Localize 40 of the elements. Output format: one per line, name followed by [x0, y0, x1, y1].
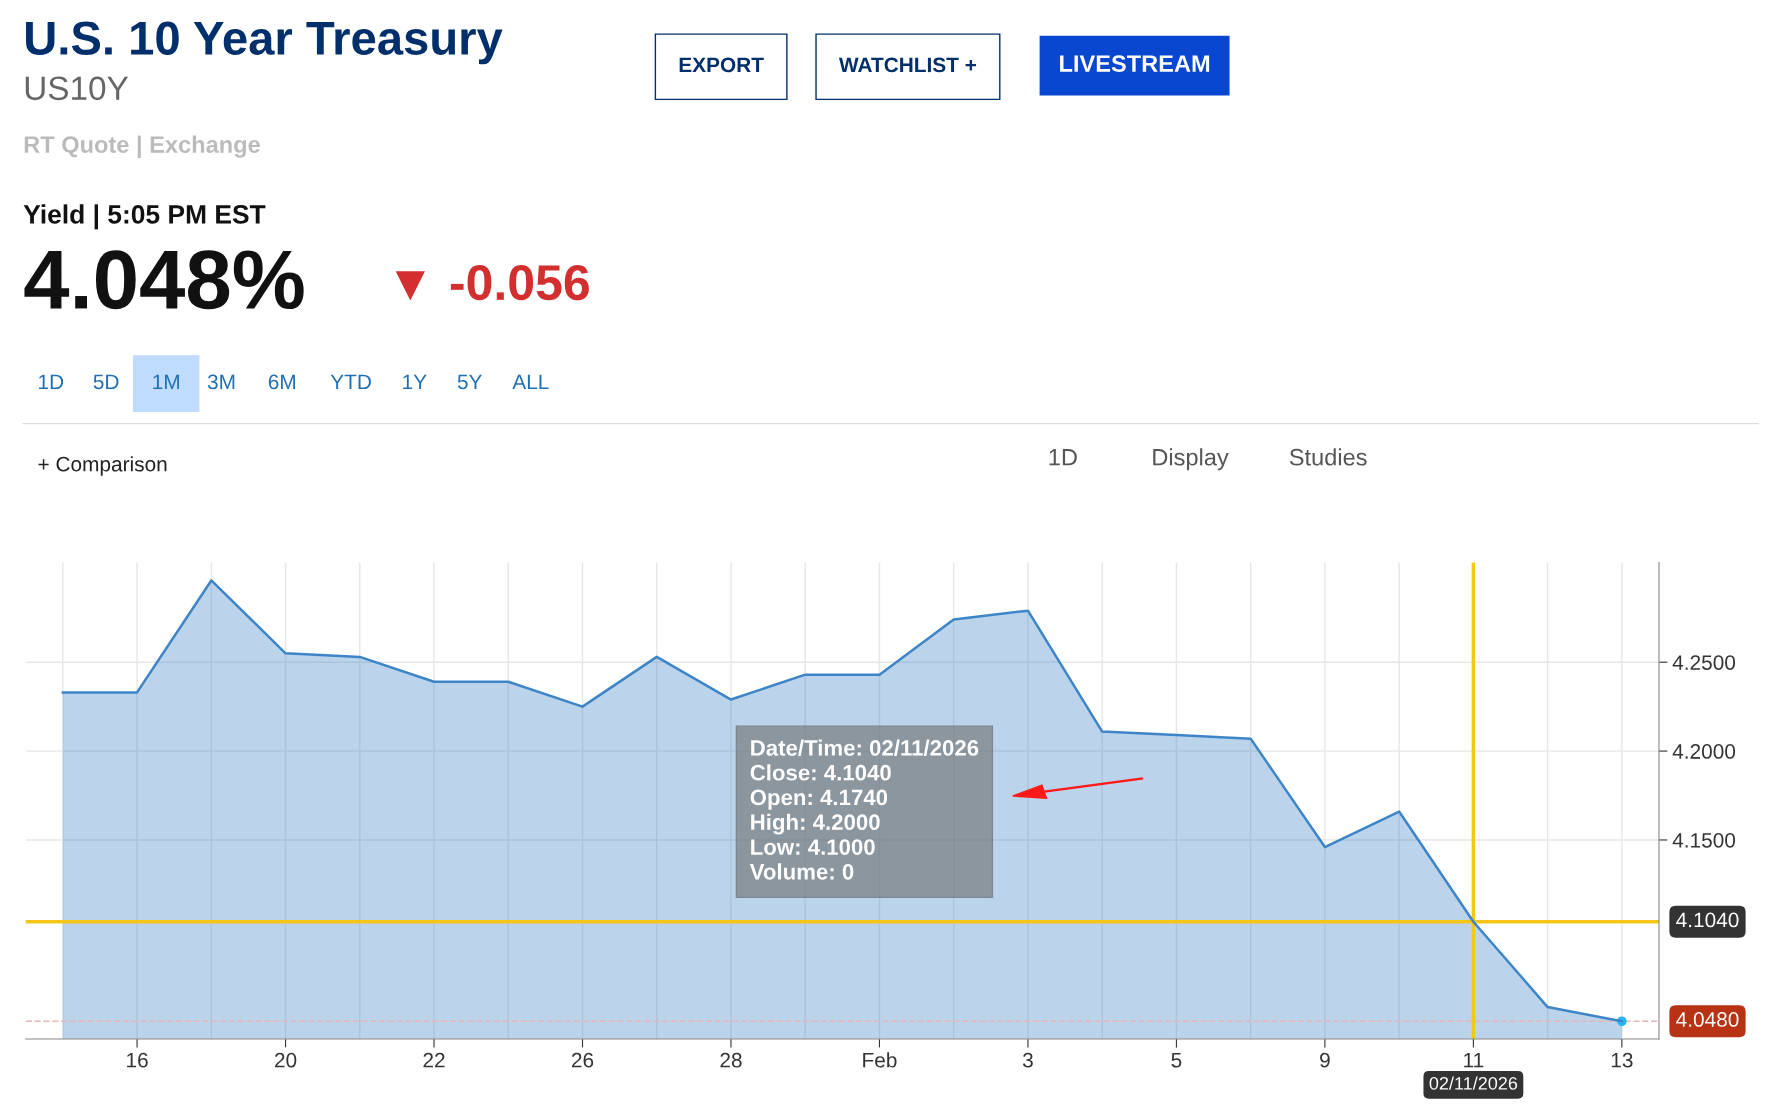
ref-line-label: 4.1040 [1676, 912, 1739, 928]
x-tick-label: 20 [275, 1052, 297, 1068]
y-tick-label: 4.2500 [1672, 655, 1736, 670]
ref-line-label: 02/11/2026 [1429, 1076, 1518, 1090]
x-tick-label: 26 [571, 1052, 594, 1068]
y-tick-label: 4.1500 [1672, 832, 1736, 848]
text: Yield | 5:05 PM EST [23, 204, 266, 230]
x-tick-label: 16 [127, 1052, 148, 1068]
text: 1Y [403, 374, 427, 390]
x-tick-label: 28 [720, 1052, 742, 1068]
text: 1D [1049, 449, 1077, 466]
text: 1D [39, 374, 64, 390]
text: 3M [207, 374, 235, 390]
text: ALL [512, 374, 549, 390]
text: 6M [268, 374, 295, 390]
text: EXPORT [679, 57, 764, 73]
text: + Comparison [38, 456, 167, 476]
text: Studies [1289, 448, 1367, 466]
text: 5D [93, 374, 119, 390]
text: 5Y [457, 374, 482, 390]
annotation: Date/Time: 02/11/2026 Close: 4.1040 Open: 4.1740 High: 4.2000 Low: 4.1000 Volume: 0 [749, 739, 979, 880]
text: 4.048% [24, 250, 304, 310]
text: LIVESTREAM [1060, 55, 1210, 72]
chart-subtitle: US10Y [25, 76, 129, 101]
ref-line-label: 4.0480 [1676, 1012, 1739, 1027]
text: RT Quote | Exchange [24, 135, 260, 158]
text: ▼ -0.056 [395, 264, 589, 301]
x-tick-label: 5 [1171, 1053, 1182, 1068]
x-tick-label: 13 [1611, 1052, 1633, 1068]
x-tick-label: 3 [1022, 1052, 1033, 1068]
x-tick-label: Feb [863, 1052, 897, 1068]
x-tick-label: 11 [1464, 1053, 1484, 1068]
text: 1M [153, 374, 179, 390]
text: Display [1153, 448, 1229, 471]
text: WATCHLIST + [838, 57, 977, 73]
text: YTD [330, 374, 371, 390]
y-tick-label: 4.2000 [1672, 744, 1736, 759]
x-tick-label: 9 [1320, 1052, 1330, 1068]
chart-title: U.S. 10 Year Treasury [26, 21, 503, 65]
x-tick-label: 22 [423, 1052, 445, 1068]
